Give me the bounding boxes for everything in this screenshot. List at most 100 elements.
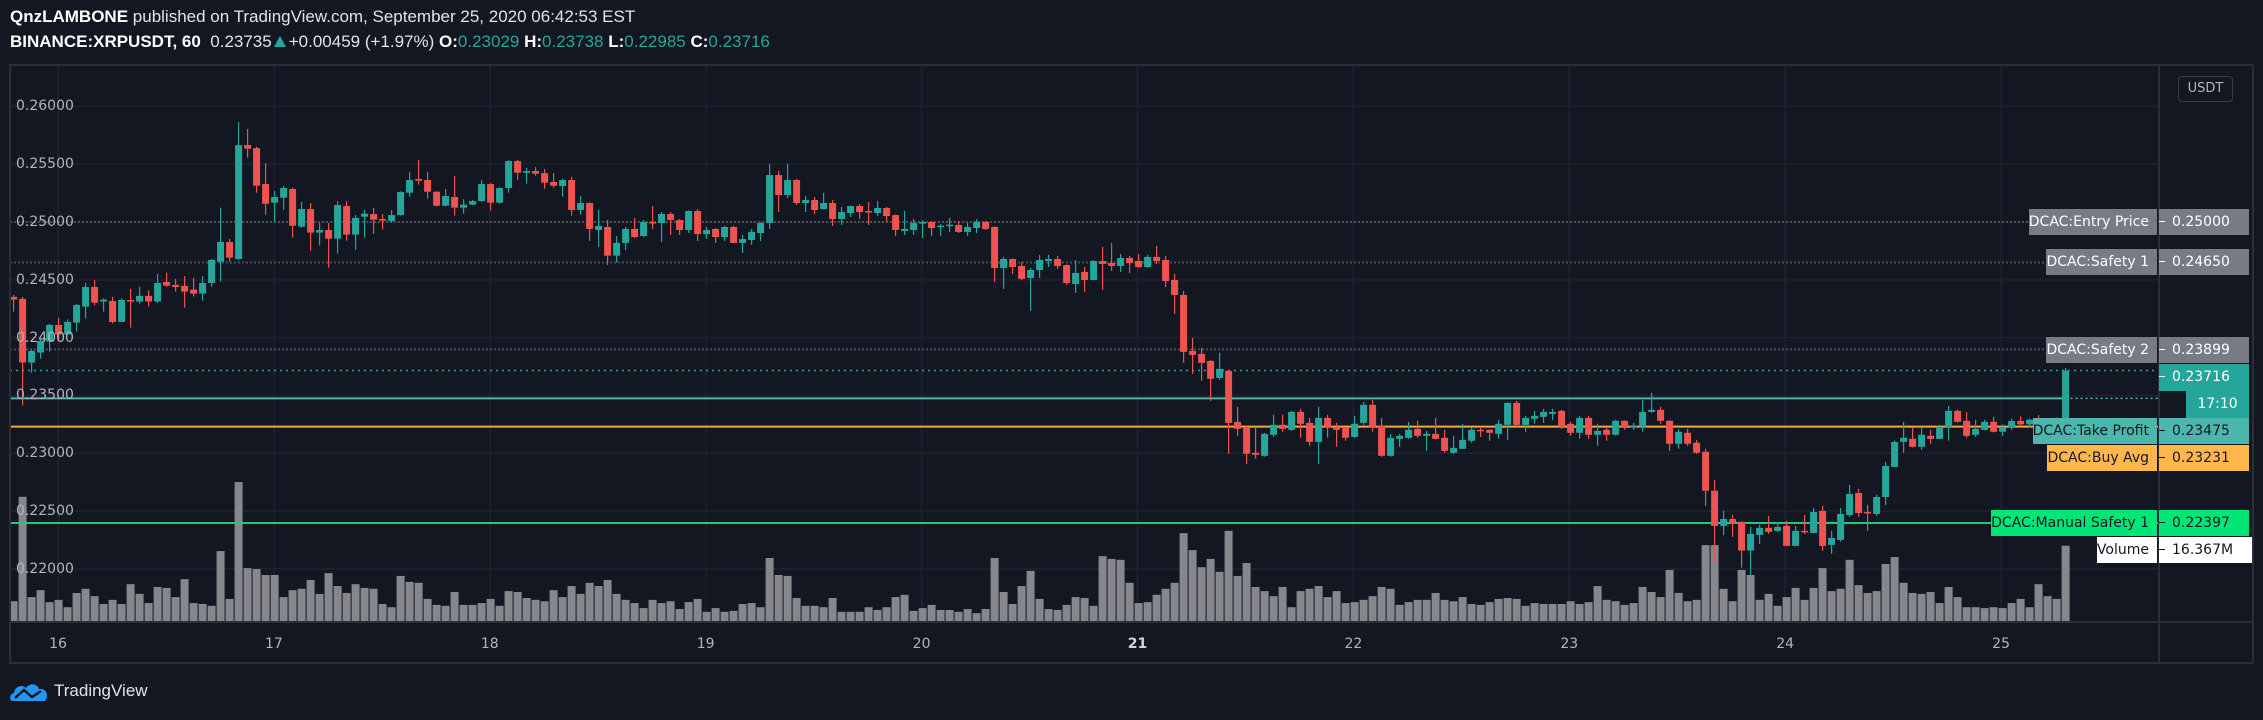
candle-body [1846, 493, 1854, 515]
candle [1702, 448, 1710, 506]
volume-bar [855, 611, 864, 621]
candle-body [100, 299, 108, 302]
volume-bar [1503, 598, 1512, 621]
candle-body [1558, 410, 1566, 427]
candle [937, 223, 945, 236]
volume-bar [1467, 603, 1476, 621]
candle-body [1225, 370, 1233, 423]
currency-button[interactable]: USDT [2178, 76, 2233, 102]
candle [2017, 416, 2025, 427]
candle-body [145, 295, 153, 302]
candle-body [154, 282, 162, 302]
volume-bar [324, 573, 333, 621]
candle-body [1765, 527, 1773, 532]
candle-body [1990, 421, 1998, 432]
volume-bar [1548, 603, 1557, 621]
candle-body [1189, 350, 1197, 355]
candle-body [109, 300, 117, 322]
candle [100, 298, 108, 312]
candle [1891, 440, 1899, 467]
volume-bar [648, 599, 657, 621]
volume-bar [1620, 604, 1629, 621]
candle-body [1783, 525, 1791, 546]
candle-body [397, 192, 405, 216]
candle [928, 221, 936, 236]
candle [424, 172, 432, 199]
candle [955, 220, 963, 233]
volume-bar [1404, 602, 1413, 621]
candle-body [181, 285, 189, 292]
close-label: C: [690, 32, 709, 51]
volume-bar [441, 605, 450, 621]
candle [388, 209, 396, 223]
candle [1450, 435, 1458, 454]
candle-body [298, 209, 306, 227]
publisher-name[interactable]: QnzLAMBONE [10, 7, 129, 26]
time-tick-label: 24 [1776, 636, 1795, 652]
candle-body [1747, 533, 1755, 551]
volume-bar [1305, 588, 1314, 621]
volume-bar [1872, 591, 1881, 621]
volume-bar [666, 601, 675, 621]
volume-bar [711, 608, 720, 621]
candle [1333, 422, 1341, 447]
volume-bar [540, 601, 549, 621]
candle-body [406, 180, 414, 193]
candle-body [928, 222, 936, 229]
volume-bar [1071, 597, 1080, 621]
volume-bar [513, 592, 522, 621]
candle-body [1216, 368, 1224, 378]
candle-body [1099, 260, 1107, 264]
candle [1855, 488, 1863, 517]
candle [1972, 419, 1980, 437]
candle-body [1693, 442, 1701, 453]
take-profit-label: DCAC:Take Profit [2032, 418, 2157, 444]
candle [1315, 406, 1323, 464]
candle-body [433, 191, 441, 206]
candle [883, 206, 891, 222]
candle [1567, 421, 1575, 436]
candle [847, 205, 855, 218]
candle-body [1792, 530, 1800, 546]
volume-bar [891, 597, 900, 621]
candle-body [1495, 423, 1503, 434]
volume-bar [549, 590, 558, 621]
candle [577, 195, 585, 215]
volume-bar [657, 603, 666, 621]
volume-bar [702, 611, 711, 621]
volume-bar [1719, 588, 1728, 621]
volume-bar [1953, 597, 1962, 621]
volume-bar [450, 592, 459, 621]
candle-body [73, 304, 81, 323]
candle [784, 164, 792, 199]
candle [1540, 408, 1548, 423]
candle [1594, 423, 1602, 446]
volume-bar [207, 605, 216, 621]
candle-body [1504, 402, 1512, 425]
volume-bar [468, 604, 477, 621]
candle [244, 129, 252, 158]
volume-bar [612, 593, 621, 621]
tradingview-logo[interactable]: TradingView [9, 680, 148, 702]
volume-bar [261, 575, 270, 621]
volume-bar [1530, 603, 1539, 621]
candle [415, 160, 423, 185]
candle [1486, 429, 1494, 441]
volume-bar [1044, 609, 1053, 621]
candle [379, 214, 387, 230]
symbol-name[interactable]: BINANCE:XRPUSDT, 60 [10, 32, 201, 51]
candle [1648, 392, 1656, 413]
candle-body [1171, 279, 1179, 295]
volume-bar [459, 604, 468, 621]
candle [1468, 427, 1476, 443]
price-tick-label: 0.24000 [16, 329, 74, 346]
candle-body [28, 350, 36, 363]
volume-bar [72, 592, 81, 621]
volume-bar [432, 604, 441, 621]
volume-bar [45, 602, 54, 621]
candle [523, 167, 531, 184]
candle-body [1801, 530, 1809, 533]
candle-body [226, 242, 234, 258]
price-tick-label: 0.23000 [16, 445, 74, 462]
